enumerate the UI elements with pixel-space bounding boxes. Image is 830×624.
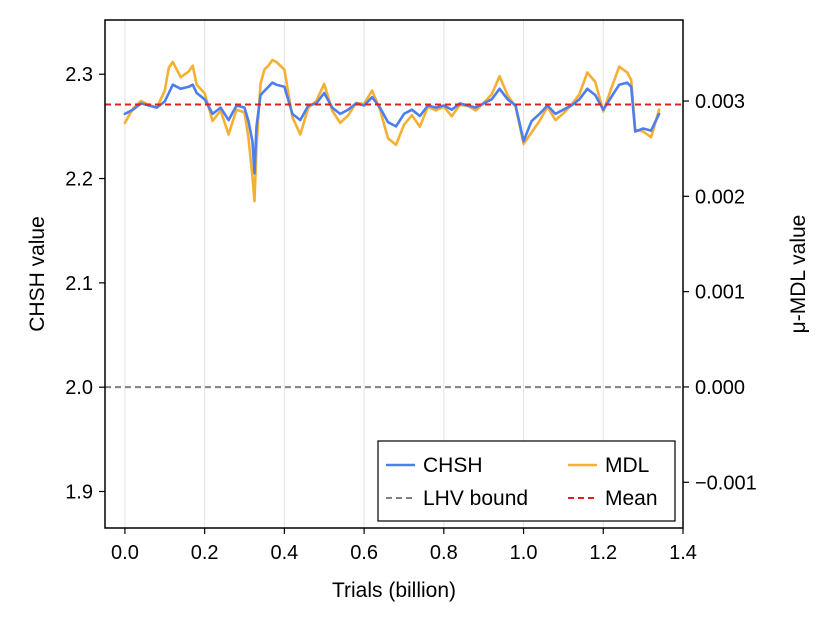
- x-tick-label-0: 0.0: [111, 542, 139, 564]
- x-tick-label-7: 1.4: [669, 542, 697, 564]
- y2-tick-label-4: 0.003: [695, 91, 745, 113]
- y2-tick-label-3: 0.002: [695, 186, 745, 208]
- x-tick-label-1: 0.2: [191, 542, 219, 564]
- series-lines: [105, 58, 683, 203]
- y2-axis-label: μ-MDL value: [787, 215, 810, 334]
- x-tick-label-6: 1.2: [589, 542, 617, 564]
- legend-label-mdl: MDL: [605, 454, 649, 477]
- y2-tick-label-2: 0.001: [695, 282, 745, 304]
- y2-tick-label-0: −0.001: [695, 472, 757, 494]
- y-tick-label-0: 1.9: [65, 481, 93, 503]
- series-line-chsh: [123, 81, 661, 175]
- y2-tick-label-1: 0.000: [695, 377, 745, 399]
- legend-box: [377, 440, 676, 522]
- plot-frame: [104, 19, 684, 529]
- x-tick-label-4: 0.8: [430, 542, 458, 564]
- legend: CHSH MDL LHV bound Mean: [377, 440, 676, 522]
- x-tick-label-3: 0.6: [350, 542, 378, 564]
- axis-ticks: 0.0 0.2 0.4 0.6 0.8 1.0 1.2 1.4 1.9 2.0 2.1 2.2 2.3 −…: [65, 64, 757, 564]
- legend-label-lhv-bound: LHV bound: [423, 487, 528, 510]
- y-axis-label: CHSH value: [26, 216, 49, 332]
- x-axis-label: Trials (billion): [332, 579, 456, 602]
- y-tick-label-3: 2.2: [65, 169, 93, 191]
- x-tick-label-2: 0.4: [270, 542, 298, 564]
- x-tick-label-5: 1.0: [510, 542, 538, 564]
- legend-label-chsh: CHSH: [423, 454, 483, 477]
- y-tick-label-2: 2.1: [65, 273, 93, 295]
- legend-label-mean: Mean: [605, 487, 658, 510]
- y-tick-label-4: 2.3: [65, 64, 93, 86]
- y-tick-label-1: 2.0: [65, 377, 93, 399]
